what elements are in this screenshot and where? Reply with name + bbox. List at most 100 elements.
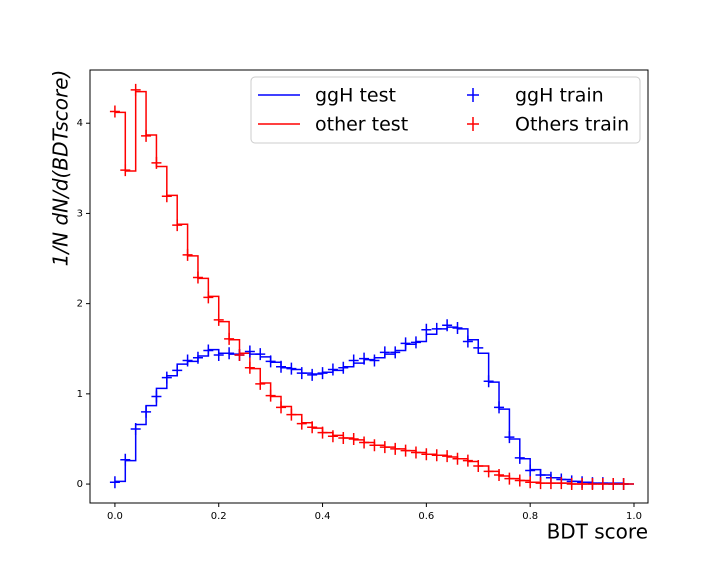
train-marker xyxy=(442,319,453,332)
train-marker xyxy=(494,469,505,482)
train-marker xyxy=(545,477,556,490)
train-marker xyxy=(141,129,152,142)
train-marker xyxy=(525,476,536,489)
train-marker xyxy=(338,432,349,445)
train-marker xyxy=(442,450,453,463)
train-marker xyxy=(410,336,421,349)
train-marker xyxy=(120,164,131,177)
y-tick-label: 3 xyxy=(77,208,83,219)
train-marker xyxy=(327,430,338,443)
train-marker xyxy=(525,464,536,477)
train-marker xyxy=(296,367,307,380)
train-marker xyxy=(369,439,380,452)
legend-box xyxy=(250,76,641,144)
train-marker xyxy=(244,345,255,358)
x-tick-label: 1.0 xyxy=(626,511,642,522)
train-marker xyxy=(224,347,235,360)
train-marker xyxy=(400,444,411,457)
train-marker xyxy=(462,335,473,348)
x-axis-label: BDT score xyxy=(547,520,648,544)
train-marker xyxy=(379,346,390,359)
train-marker xyxy=(161,371,172,384)
train-marker xyxy=(379,441,390,454)
train-marker xyxy=(348,354,359,367)
x-tick-label: 0.2 xyxy=(211,511,227,522)
train-marker xyxy=(182,354,193,367)
train-marker xyxy=(400,337,411,350)
train-marker xyxy=(276,360,287,373)
train-marker xyxy=(338,361,349,374)
train-marker xyxy=(359,352,370,365)
train-marker xyxy=(359,436,370,449)
train-marker xyxy=(421,323,432,336)
train-marker xyxy=(452,321,463,334)
train-marker xyxy=(390,346,401,359)
y-tick-label: 4 xyxy=(77,118,83,129)
train-marker xyxy=(276,401,287,414)
train-marker xyxy=(151,390,162,403)
train-marker xyxy=(286,362,297,375)
train-marker xyxy=(203,291,214,304)
train-marker xyxy=(161,190,172,203)
train-marker xyxy=(130,423,141,436)
train-marker xyxy=(192,271,203,284)
legend-marker xyxy=(467,88,479,102)
train-marker xyxy=(151,156,162,169)
train-marker xyxy=(462,454,473,467)
train-marker xyxy=(494,401,505,414)
train-marker xyxy=(213,349,224,362)
legend: ggH test other test ggH train Others train xyxy=(250,76,641,144)
train-marker xyxy=(244,361,255,374)
train-marker xyxy=(327,363,338,376)
train-marker xyxy=(109,105,120,118)
train-marker xyxy=(369,354,380,367)
train-marker xyxy=(286,408,297,421)
train-marker xyxy=(172,364,183,377)
train-marker xyxy=(203,344,214,357)
train-marker xyxy=(421,448,432,461)
plot-frame xyxy=(89,69,649,504)
train-marker xyxy=(473,341,484,354)
train-marker xyxy=(255,377,266,390)
train-marker xyxy=(213,313,224,326)
train-marker xyxy=(317,426,328,439)
step-line xyxy=(114,90,634,485)
train-marker xyxy=(224,332,235,345)
plot-area xyxy=(109,83,634,491)
train-marker xyxy=(608,478,619,491)
y-tick-label: 1 xyxy=(77,389,83,400)
train-marker xyxy=(587,478,598,491)
legend-label: Others train xyxy=(515,114,629,136)
train-marker xyxy=(307,421,318,434)
step-line xyxy=(114,326,634,485)
train-marker xyxy=(141,405,152,418)
train-marker xyxy=(504,472,515,485)
train-marker xyxy=(431,322,442,335)
train-marker xyxy=(307,368,318,381)
train-marker xyxy=(577,478,588,491)
train-marker xyxy=(535,477,546,490)
train-marker xyxy=(265,355,276,368)
x-tick-label: 0.8 xyxy=(522,511,538,522)
train-marker xyxy=(130,83,141,96)
train-marker xyxy=(514,474,525,487)
x-tick-label: 0.6 xyxy=(418,511,434,522)
train-marker xyxy=(410,446,421,459)
train-marker xyxy=(317,367,328,380)
train-marker xyxy=(265,389,276,402)
legend-label: ggH train xyxy=(515,85,604,107)
legend-marker xyxy=(467,117,479,131)
x-tick-label: 0.0 xyxy=(107,511,123,522)
train-marker xyxy=(556,477,567,490)
train-marker xyxy=(182,248,193,261)
y-tick-label: 2 xyxy=(77,299,83,310)
train-marker xyxy=(618,478,629,491)
legend-label: other test xyxy=(315,114,408,136)
train-marker xyxy=(431,449,442,462)
train-marker xyxy=(255,348,266,361)
y-tick-label: 0 xyxy=(77,479,83,490)
train-marker xyxy=(483,465,494,478)
train-marker xyxy=(234,349,245,362)
x-tick-label: 0.4 xyxy=(315,511,331,522)
